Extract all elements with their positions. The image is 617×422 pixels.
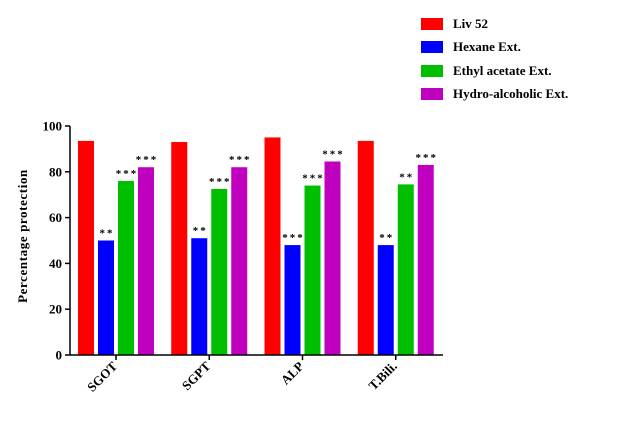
bar-alp-series-0 <box>264 137 281 355</box>
bar-sgot-series-0 <box>78 140 94 355</box>
bar-alp-series-3 <box>324 161 341 355</box>
significance-label: *** <box>229 154 252 166</box>
y-tick-label: 40 <box>49 256 62 271</box>
y-tick-label: 100 <box>43 119 63 134</box>
legend-item: Ethyl acetate Ext. <box>421 59 568 83</box>
significance-label: ** <box>193 225 208 237</box>
significance-label: ** <box>100 228 115 240</box>
significance-label: *** <box>116 168 139 180</box>
x-ticks: SGOT SGPT ALP T.Bili. <box>84 355 400 395</box>
legend-label: Ethyl acetate Ext. <box>453 62 552 78</box>
bar-sgpt-series-1 <box>191 238 208 355</box>
y-tick-label: 0 <box>56 348 63 363</box>
y-tick-label: 20 <box>49 302 62 317</box>
bar-sgot-series-2 <box>118 180 134 355</box>
significance-label: *** <box>209 176 232 188</box>
bar-sgpt-series-0 <box>171 142 188 355</box>
bars-layer <box>78 137 434 355</box>
legend-label: Hydro-alcoholic Ext. <box>453 86 569 102</box>
x-category-label: SGOT <box>84 358 120 394</box>
bar-sgot-series-3 <box>138 167 154 355</box>
bar-alp-series-1 <box>284 245 301 355</box>
bar-sgpt-series-2 <box>211 188 228 355</box>
x-category-label: SGPT <box>179 358 214 393</box>
y-ticks: 0 20 40 60 80 100 <box>43 119 70 363</box>
legend: Liv 52 Hexane Ext. Ethyl acetate Ext. Hydro… <box>421 12 568 106</box>
y-tick-label: 60 <box>49 210 62 225</box>
bar-alp-series-2 <box>304 185 321 355</box>
bar-tbili-series-2 <box>397 184 414 355</box>
bar-tbili-series-3 <box>417 164 434 355</box>
x-category-label: T.Bili. <box>365 359 399 393</box>
bar-tbili-series-1 <box>377 245 394 355</box>
significance-label: *** <box>416 152 439 164</box>
significance-label: *** <box>302 173 325 185</box>
y-axis-title: Percentage protection <box>15 169 30 303</box>
legend-label: Liv 52 <box>453 15 489 31</box>
significance-label: *** <box>322 148 345 160</box>
significance-label: *** <box>136 154 159 166</box>
x-category-label: ALP <box>278 358 307 387</box>
legend-label: Hexane Ext. <box>453 39 521 55</box>
legend-item: Hexane Ext. <box>421 36 568 60</box>
significance-label: ** <box>399 171 414 183</box>
significance-label: *** <box>282 232 305 244</box>
legend-swatch <box>421 17 443 30</box>
significance-layer: ******************************** <box>100 148 439 244</box>
legend-item: Hydro-alcoholic Ext. <box>421 83 568 107</box>
legend-swatch <box>421 88 443 101</box>
legend-swatch <box>421 64 443 77</box>
legend-swatch <box>421 41 443 54</box>
legend-item: Liv 52 <box>421 12 568 36</box>
y-tick-label: 80 <box>49 164 62 179</box>
bar-sgot-series-1 <box>98 240 114 355</box>
significance-label: ** <box>379 232 394 244</box>
bar-tbili-series-0 <box>357 140 374 355</box>
bar-sgpt-series-3 <box>231 167 248 355</box>
